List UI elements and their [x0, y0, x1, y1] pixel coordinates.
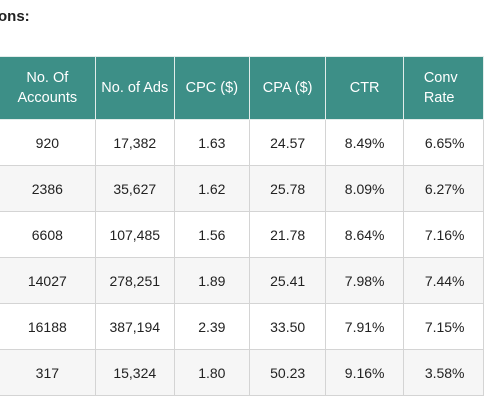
cell-accounts: 2386	[0, 165, 96, 212]
column-header-cpa: CPA ($)	[248, 56, 327, 120]
cell-accounts: 16188	[0, 303, 96, 350]
column-header-conv-rate: Conv Rate	[402, 56, 484, 120]
cell-ads: 17,382	[94, 119, 175, 166]
cell-ctr: 7.91%	[325, 303, 404, 350]
cell-cpc: 1.89	[173, 257, 250, 304]
cell-ctr: 8.64%	[325, 211, 404, 258]
cell-cpc: 1.63	[173, 119, 250, 166]
cell-cpa: 21.78	[248, 211, 327, 258]
cell-ctr: 7.98%	[325, 257, 404, 304]
cell-ads: 278,251	[94, 257, 175, 304]
cell-cpc: 1.62	[173, 165, 250, 212]
cell-conv-rate: 3.58%	[402, 349, 484, 396]
cell-ads: 15,324	[94, 349, 175, 396]
data-table-container: No. Of Accounts No. of Ads CPC ($) CPA (…	[0, 56, 484, 396]
header-row: No. Of Accounts No. of Ads CPC ($) CPA (…	[0, 56, 484, 120]
cell-accounts: 317	[0, 349, 96, 396]
cell-cpa: 24.57	[248, 119, 327, 166]
cell-accounts: 920	[0, 119, 96, 166]
table-row: 6608 107,485 1.56 21.78 8.64% 7.16%	[0, 211, 484, 258]
cell-conv-rate: 7.44%	[402, 257, 484, 304]
cell-accounts: 6608	[0, 211, 96, 258]
cell-ctr: 8.09%	[325, 165, 404, 212]
cell-conv-rate: 7.16%	[402, 211, 484, 258]
column-header-cpc: CPC ($)	[173, 56, 250, 120]
column-header-accounts: No. Of Accounts	[0, 56, 96, 120]
cell-conv-rate: 6.27%	[402, 165, 484, 212]
cell-ads: 107,485	[94, 211, 175, 258]
cell-conv-rate: 6.65%	[402, 119, 484, 166]
table-row: 317 15,324 1.80 50.23 9.16% 3.58%	[0, 349, 484, 396]
column-header-ads: No. of Ads	[94, 56, 175, 120]
table-header: No. Of Accounts No. of Ads CPC ($) CPA (…	[0, 56, 484, 120]
table-row: 16188 387,194 2.39 33.50 7.91% 7.15%	[0, 303, 484, 350]
table-row: 920 17,382 1.63 24.57 8.49% 6.65%	[0, 119, 484, 166]
table-row: 14027 278,251 1.89 25.41 7.98% 7.44%	[0, 257, 484, 304]
cell-cpc: 1.56	[173, 211, 250, 258]
cell-cpc: 1.80	[173, 349, 250, 396]
cell-cpa: 25.78	[248, 165, 327, 212]
section-heading: ons:	[0, 8, 30, 25]
cell-ads: 387,194	[94, 303, 175, 350]
cell-ctr: 9.16%	[325, 349, 404, 396]
cell-ads: 35,627	[94, 165, 175, 212]
cell-conv-rate: 7.15%	[402, 303, 484, 350]
cell-accounts: 14027	[0, 257, 96, 304]
table-row: 2386 35,627 1.62 25.78 8.09% 6.27%	[0, 165, 484, 212]
cell-cpa: 33.50	[248, 303, 327, 350]
data-table: No. Of Accounts No. of Ads CPC ($) CPA (…	[0, 56, 484, 396]
cell-cpa: 25.41	[248, 257, 327, 304]
cell-cpa: 50.23	[248, 349, 327, 396]
column-header-ctr: CTR	[325, 56, 404, 120]
cell-cpc: 2.39	[173, 303, 250, 350]
cell-ctr: 8.49%	[325, 119, 404, 166]
table-body: 920 17,382 1.63 24.57 8.49% 6.65% 2386 3…	[0, 119, 484, 396]
